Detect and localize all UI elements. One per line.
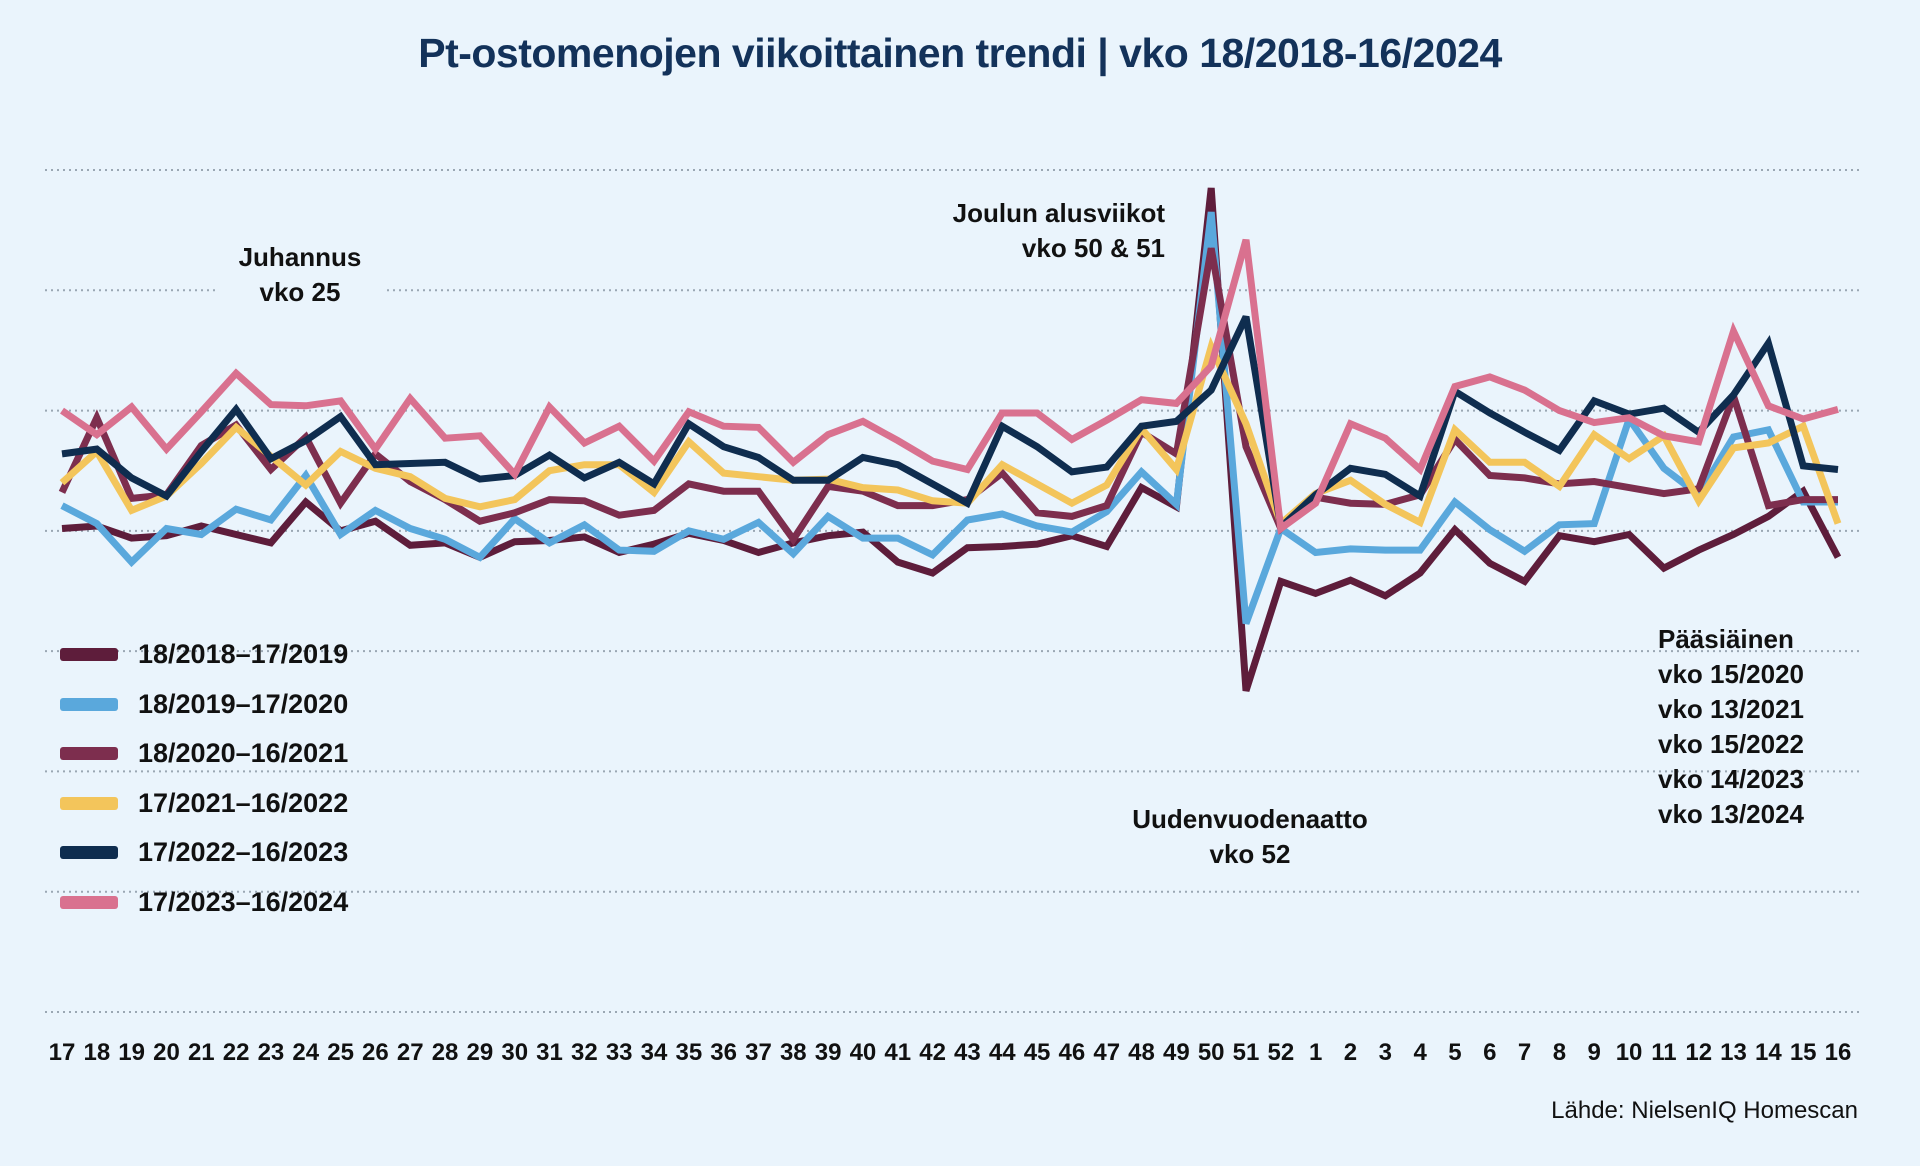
legend-item: 18/2019–17/2020 — [60, 680, 348, 730]
legend-label: 17/2023–16/2024 — [138, 886, 349, 917]
x-tick-label: 13 — [1720, 1039, 1747, 1066]
series-line-5 — [61, 315, 1839, 535]
x-tick-label: 34 — [641, 1039, 668, 1066]
x-tick-label: 15 — [1790, 1039, 1817, 1066]
annotation-uusivuosi-line1: Uudenvuodenaatto — [1132, 804, 1368, 834]
annotation-uusivuosi-line2: vko 52 — [1209, 839, 1291, 869]
annotation-juhannus: Juhannus vko 25 — [215, 240, 385, 310]
x-tick-label: 24 — [292, 1039, 319, 1066]
legend-swatch — [60, 846, 118, 860]
legend-label: 17/2021–16/2022 — [138, 787, 349, 818]
chart-title: Pt-ostomenojen viikoittainen trendi | vk… — [418, 30, 1502, 76]
legend-item: 17/2023–16/2024 — [60, 878, 348, 928]
x-tick-label: 29 — [467, 1039, 494, 1066]
annotation-uusivuosi: Uudenvuodenaatto vko 52 — [1100, 802, 1400, 872]
series-line-2 — [60, 211, 1838, 625]
x-tick-label: 52 — [1267, 1039, 1294, 1066]
x-tick-label: 17 — [49, 1039, 76, 1066]
x-tick-label: 4 — [1413, 1039, 1427, 1066]
legend-label: 17/2022–16/2023 — [138, 837, 349, 868]
x-tick-label: 26 — [362, 1039, 389, 1066]
x-tick-label: 10 — [1616, 1039, 1643, 1066]
annotation-paasiainen-line4: vko 15/2022 — [1658, 729, 1805, 759]
annotation-paasiainen-line6: vko 13/2024 — [1658, 799, 1805, 829]
x-tick-label: 41 — [884, 1039, 911, 1066]
source-note: Lähde: NielsenIQ Homescan — [1551, 1097, 1858, 1124]
x-tick-label: 12 — [1685, 1039, 1712, 1066]
x-tick-label: 16 — [1825, 1039, 1852, 1066]
legend-swatch — [60, 895, 118, 909]
x-tick-label: 7 — [1518, 1039, 1531, 1066]
x-tick-label: 43 — [954, 1039, 981, 1066]
legend-label: 18/2019–17/2020 — [138, 688, 349, 719]
x-tick-label: 18 — [83, 1039, 110, 1066]
legend-item: 18/2020–16/2021 — [60, 729, 348, 779]
annotation-paasiainen-line2: vko 15/2020 — [1658, 659, 1805, 689]
x-tick-label: 45 — [1024, 1039, 1051, 1066]
legend-label: 18/2020–16/2021 — [138, 738, 349, 769]
x-tick-label: 49 — [1163, 1039, 1190, 1066]
x-tick-label: 1 — [1309, 1039, 1322, 1066]
x-tick-label: 8 — [1553, 1039, 1566, 1066]
series-line-4 — [59, 336, 1842, 530]
x-tick-label: 9 — [1588, 1039, 1601, 1066]
annotation-paasiainen-line1: Pääsiäinen — [1658, 624, 1794, 654]
annotation-joulu-line2: vko 50 & 51 — [1021, 233, 1165, 263]
x-tick-label: 20 — [153, 1039, 180, 1066]
x-tick-label: 23 — [258, 1039, 285, 1066]
x-tick-label: 32 — [571, 1039, 598, 1066]
x-tick-label: 14 — [1755, 1039, 1782, 1066]
x-tick-label: 42 — [919, 1039, 946, 1066]
annotation-paasiainen-line3: vko 13/2021 — [1658, 694, 1805, 724]
x-tick-label: 31 — [536, 1039, 563, 1066]
x-tick-label: 30 — [501, 1039, 528, 1066]
x-tick-labels: 17 18 19 20 21 22 23 24 25 26 27 28 29 30 31 32 33 34 35 36… — [49, 1039, 1852, 1066]
x-tick-label: 27 — [397, 1039, 424, 1066]
x-tick-label: 6 — [1483, 1039, 1496, 1066]
x-tick-label: 46 — [1059, 1039, 1086, 1066]
annotation-paasiainen-line5: vko 14/2023 — [1658, 764, 1805, 794]
x-tick-label: 3 — [1379, 1039, 1392, 1066]
annotation-juhannus-line2: vko 25 — [259, 277, 341, 307]
x-tick-label: 25 — [327, 1039, 354, 1066]
annotation-juhannus-line1: Juhannus — [238, 242, 362, 272]
annotation-joulu-line1: Joulun alusviikot — [952, 198, 1165, 228]
x-tick-label: 38 — [780, 1039, 807, 1066]
legend-item: 18/2018–17/2019 — [60, 630, 348, 680]
series-lines — [58, 187, 1842, 692]
x-tick-label: 28 — [432, 1039, 459, 1066]
legend: 18/2018–17/2019 18/2019–17/2020 18/2020–… — [60, 630, 348, 927]
x-tick-label: 51 — [1233, 1039, 1260, 1066]
legend-swatch — [60, 796, 118, 810]
legend-item: 17/2022–16/2023 — [60, 828, 348, 878]
legend-swatch — [60, 747, 118, 761]
x-tick-label: 36 — [710, 1039, 737, 1066]
x-tick-label: 39 — [815, 1039, 842, 1066]
x-tick-label: 50 — [1198, 1039, 1225, 1066]
x-tick-label: 48 — [1128, 1039, 1155, 1066]
legend-swatch — [60, 697, 118, 711]
x-tick-label: 33 — [606, 1039, 633, 1066]
x-tick-label: 35 — [675, 1039, 702, 1066]
legend-item: 17/2021–16/2022 — [60, 779, 348, 829]
annotation-paasiainen: Pääsiäinen vko 15/2020 vko 13/2021 vko 1… — [1658, 622, 1804, 832]
legend-label: 18/2018–17/2019 — [138, 639, 349, 670]
x-tick-label: 40 — [850, 1039, 877, 1066]
x-tick-label: 5 — [1448, 1039, 1461, 1066]
series-line-6 — [60, 238, 1839, 535]
x-tick-label: 37 — [745, 1039, 772, 1066]
x-tick-label: 21 — [188, 1039, 215, 1066]
x-tick-label: 47 — [1093, 1039, 1120, 1066]
x-tick-label: 11 — [1651, 1039, 1676, 1066]
x-tick-label: 22 — [223, 1039, 250, 1066]
x-tick-label: 44 — [989, 1039, 1016, 1066]
x-tick-label: 2 — [1344, 1039, 1357, 1066]
annotation-joulu: Joulun alusviikot vko 50 & 51 — [900, 196, 1165, 266]
x-tick-label: 19 — [118, 1039, 145, 1066]
legend-swatch — [60, 648, 118, 662]
